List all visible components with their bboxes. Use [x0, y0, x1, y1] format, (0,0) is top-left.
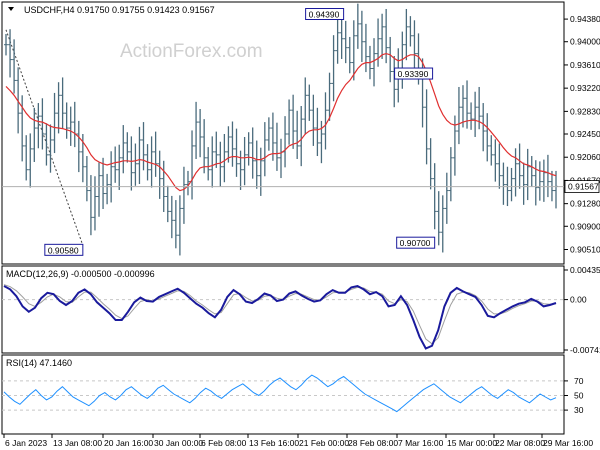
price-tick-label: 0.94380	[570, 14, 600, 24]
price-panel: USDCHF,H4 0.91750 0.91755 0.91423 0.9156…	[1, 1, 600, 265]
price-tick-label: 0.90900	[570, 221, 600, 231]
time-tick-label: 20 Jan 16:00	[104, 438, 153, 448]
price-bars	[4, 3, 558, 256]
macd-title: MACD(12,26,9) -0.000500 -0.000996	[6, 269, 155, 279]
price-annotation-label: 0.94390	[309, 10, 340, 20]
time-tick-label: 6 Jan 2023	[5, 438, 47, 448]
price-tick-label: 0.92830	[570, 106, 600, 116]
time-tick-label: 22 Mar 08:00	[495, 438, 545, 448]
time-tick-label: 13 Jan 08:00	[53, 438, 102, 448]
time-tick-label: 29 Mar 16:00	[543, 438, 593, 448]
rsi-title: RSI(14) 47.1460	[6, 358, 72, 368]
price-y-axis: 0.94380 0.94000 0.93610 0.93220 0.92830 0.924…	[564, 14, 600, 254]
price-tick-label: 0.93610	[570, 60, 600, 70]
price-header: USDCHF,H4 0.91750 0.91755 0.91423 0.9156…	[24, 5, 215, 15]
macd-y-axis: 0.004354 0.00 -0.007417	[564, 265, 600, 355]
macd-tick-label: 0.004354	[570, 265, 600, 275]
watermark: ActionForex.com	[120, 41, 263, 62]
price-annotation-box	[396, 236, 436, 249]
price-annotation-box	[394, 67, 434, 80]
price-tick-label: 0.92060	[570, 152, 600, 162]
rsi-path	[3, 374, 557, 413]
price-tick-label: 0.93220	[570, 83, 600, 93]
time-tick-label: 7 Mar 16:00	[398, 438, 444, 448]
moving-average-path	[5, 52, 557, 192]
moving-average-line	[5, 52, 557, 192]
price-tick-label: 0.92450	[570, 129, 600, 139]
macd-panel: MACD(12,26,9) -0.000500 -0.000996 0.0043…	[1, 265, 600, 355]
time-tick-label: 6 Feb 08:00	[201, 438, 247, 448]
price-panel-frame	[1, 1, 565, 265]
current-price-label: 0.91567	[568, 182, 599, 192]
current-price-box	[564, 180, 600, 193]
current-price-marker: 0.91567	[2, 180, 600, 193]
time-tick-label: 21 Feb 00:00	[299, 438, 349, 448]
rsi-panel: RSI(14) 47.1460 70 50 30	[1, 354, 584, 435]
time-tick-label: 15 Mar 00:00	[447, 438, 497, 448]
macd-line	[3, 284, 557, 350]
price-annotation-label: 0.90700	[400, 238, 431, 248]
rsi-y-axis: 70 50 30	[564, 376, 584, 415]
time-tick-label: 13 Feb 16:00	[249, 438, 299, 448]
price-annotation-label: 0.93390	[398, 69, 429, 79]
rsi-tick-label: 70	[574, 376, 584, 386]
macd-tick-label: 0.00	[570, 295, 587, 305]
time-tick-label: 30 Jan 00:00	[154, 438, 203, 448]
macd-panel-frame	[1, 265, 565, 354]
time-axis: 6 Jan 2023 13 Jan 08:00 20 Jan 16:00 30 Jan…	[3, 434, 593, 448]
rsi-tick-label: 50	[574, 391, 584, 401]
rsi-panel-frame	[1, 354, 565, 435]
price-annotation-box	[305, 8, 345, 21]
price-annotation-label: 0.90580	[48, 245, 79, 255]
rsi-line	[3, 374, 557, 413]
price-tick-label: 0.94000	[570, 37, 600, 47]
price-tick-label: 0.90510	[570, 244, 600, 254]
rsi-tick-label: 30	[574, 405, 584, 415]
price-tick-label: 0.91280	[570, 199, 600, 209]
macd-lines	[3, 284, 557, 350]
price-annotations: 0.94390 0.93390 0.90580 0.90700	[44, 8, 436, 256]
rsi-levels	[2, 380, 564, 411]
price-annotation-box	[44, 243, 84, 256]
dropdown-triangle-icon[interactable]	[8, 7, 14, 11]
macd-tick-label: -0.007417	[570, 345, 600, 355]
time-tick-label: 28 Feb 08:00	[348, 438, 398, 448]
